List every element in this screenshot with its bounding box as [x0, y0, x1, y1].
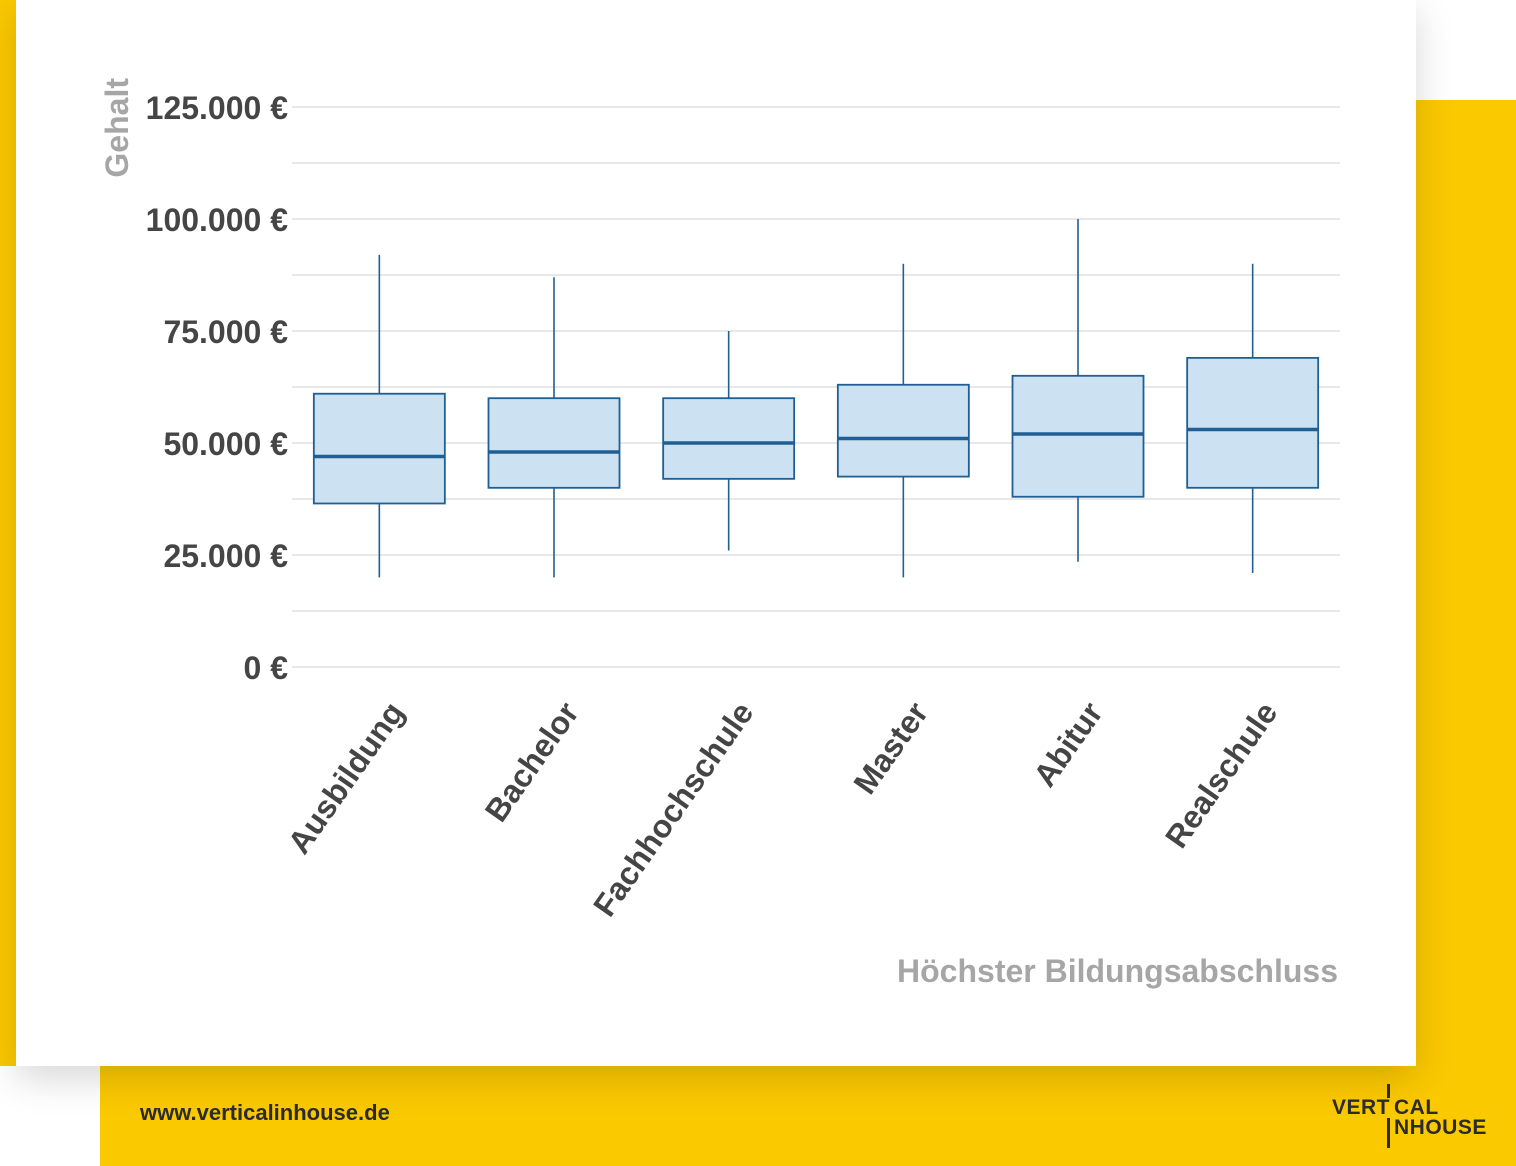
- y-tick-label: 75.000 €: [163, 314, 288, 350]
- y-tick-label: 125.000 €: [146, 90, 289, 126]
- y-tick-label: 25.000 €: [163, 538, 288, 574]
- logo-text-right: CAL: [1394, 1096, 1439, 1119]
- grid-lines: [292, 106, 1340, 668]
- chart-card: 0 € 25.000 € 50.000 € 75.000 € 100.000 € 125.…: [16, 0, 1416, 1066]
- box-ausbildung: [312, 254, 446, 578]
- y-tick-label: 50.000 €: [163, 426, 288, 462]
- x-category-label: Fachhochschule: [586, 695, 760, 922]
- company-logo: VERT CAL NHOUSE: [1330, 1082, 1490, 1152]
- box-realschule: [1186, 263, 1320, 573]
- box-iqr: [1011, 374, 1145, 498]
- y-tick-labels: 0 € 25.000 € 50.000 € 75.000 € 100.000 € 125.…: [146, 90, 289, 686]
- x-category-label: Master: [846, 695, 935, 800]
- x-category-label: Ausbildung: [281, 695, 411, 860]
- box-bachelor: [487, 277, 621, 578]
- yellow-footer-band: [100, 1066, 1516, 1166]
- x-category-labels: Ausbildung Bachelor Fachhochschule Master Ab…: [281, 695, 1285, 922]
- x-category-label: Bachelor: [478, 695, 586, 828]
- logo-bar-bottom: [1387, 1118, 1390, 1148]
- box-iqr: [487, 397, 621, 489]
- logo-bar-top: [1387, 1084, 1390, 1098]
- box-fachhochschule: [662, 331, 796, 551]
- logo-text-bottom: NHOUSE: [1394, 1116, 1487, 1139]
- yellow-accent-right: [1416, 100, 1516, 1066]
- boxplot-chart: 0 € 25.000 € 50.000 € 75.000 € 100.000 € 125.…: [99, 78, 1340, 989]
- website-link[interactable]: www.verticalinhouse.de: [140, 1100, 390, 1125]
- box-master: [836, 263, 970, 578]
- box-iqr: [1186, 356, 1320, 489]
- box-iqr: [662, 397, 796, 480]
- y-tick-label: 0 €: [244, 650, 289, 686]
- box-series: [312, 219, 1320, 578]
- logo-text-left: VERT: [1332, 1096, 1391, 1119]
- x-category-label: Realschule: [1158, 695, 1284, 854]
- x-axis-title: Höchster Bildungsabschluss: [897, 953, 1338, 989]
- y-axis-title: Gehalt: [99, 78, 135, 178]
- logo-dot: [1386, 1106, 1392, 1112]
- yellow-accent-left: [0, 0, 16, 1066]
- box-abitur: [1011, 219, 1145, 562]
- x-category-label: Abitur: [1026, 695, 1110, 793]
- box-iqr: [312, 392, 446, 505]
- box-iqr: [836, 383, 970, 478]
- y-tick-label: 100.000 €: [146, 202, 289, 238]
